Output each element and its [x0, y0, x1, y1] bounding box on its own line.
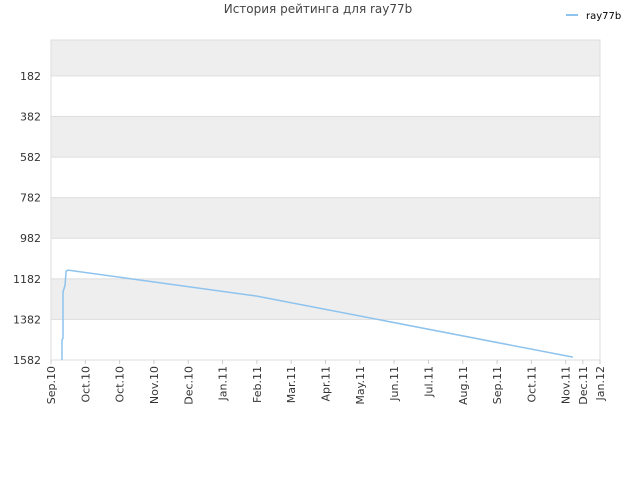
- x-tick-label: Apr.11: [320, 366, 333, 402]
- x-tick-label: Oct.10: [79, 366, 92, 403]
- y-tick-label: 582: [20, 151, 41, 164]
- chart-title: История рейтинга для ray77b: [224, 2, 413, 16]
- legend-label: ray77b: [586, 11, 621, 22]
- x-tick-label: Jan.12: [594, 366, 607, 401]
- x-tick-label: Jan.11: [217, 366, 230, 401]
- x-tick-label: Mar.11: [285, 366, 298, 403]
- y-tick-label: 1382: [13, 313, 41, 326]
- y-tick-label: 1582: [13, 354, 41, 367]
- grid-band: [51, 278, 600, 320]
- x-tick-label: Aug.11: [457, 366, 470, 405]
- x-tick-label: Sep.11: [491, 366, 504, 404]
- x-tick-label: Jul.11: [422, 366, 435, 398]
- line: [61, 269, 574, 360]
- grid-band: [51, 116, 600, 158]
- y-tick-label: 782: [20, 192, 41, 205]
- grid-band: [51, 40, 600, 76]
- grid-band: [51, 157, 600, 198]
- grid-band: [51, 238, 600, 279]
- x-tick-label: Sep.10: [45, 366, 58, 404]
- x-tick-label: Jun.11: [388, 366, 401, 402]
- y-tick-label: 1182: [13, 273, 41, 286]
- grid-band: [51, 319, 600, 360]
- grid-band: [51, 197, 600, 239]
- x-tick-label: Nov.11: [560, 366, 573, 404]
- grid-band: [51, 75, 600, 117]
- x-tick-label: Oct.11: [525, 366, 538, 403]
- x-tick-label: Nov.10: [148, 366, 161, 404]
- y-tick-label: 182: [20, 70, 41, 83]
- x-tick-label: May.11: [354, 366, 367, 405]
- y-tick-label: 382: [20, 110, 41, 123]
- x-tick-label: Oct.10: [114, 366, 127, 403]
- x-tick-label: Feb.11: [251, 366, 264, 403]
- x-tick-label: Dec.10: [182, 366, 195, 405]
- x-tick-label: Dec.11: [577, 366, 590, 405]
- y-tick-label: 982: [20, 232, 41, 245]
